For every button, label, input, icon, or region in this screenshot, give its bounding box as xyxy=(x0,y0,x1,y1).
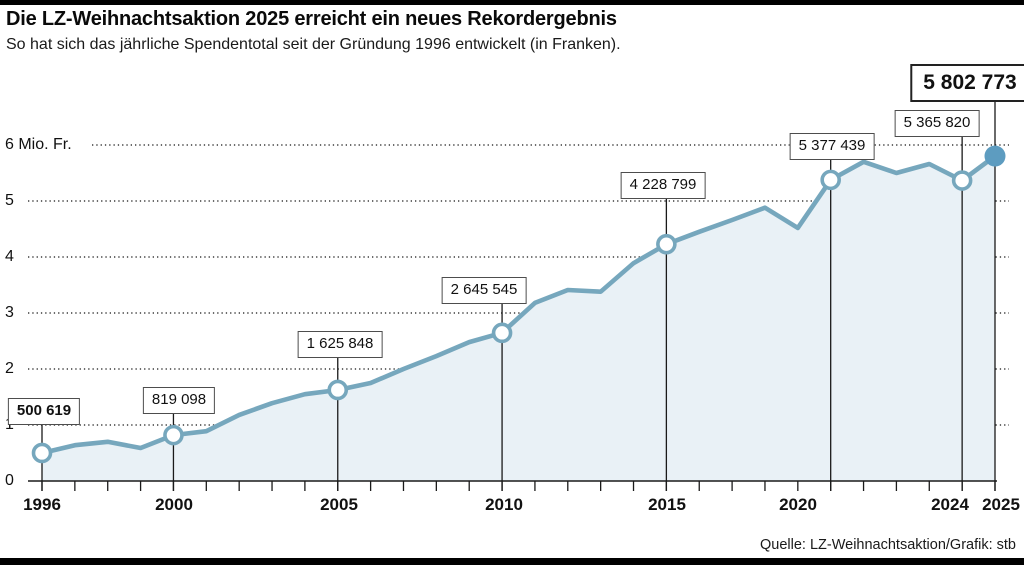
x-axis-label-2025: 2025 xyxy=(982,495,1020,514)
x-axis-label-1996: 1996 xyxy=(23,495,61,514)
callout-2020: 5 377 439 xyxy=(789,133,875,160)
y-axis-label-6mio: 6 Mio. Fr. xyxy=(5,136,72,153)
x-axis-label-2005: 2005 xyxy=(320,495,358,514)
y-axis-label-4: 4 xyxy=(5,248,14,265)
callout-2024: 5 365 820 xyxy=(894,110,980,137)
y-axis-label-5: 5 xyxy=(5,192,14,209)
source-credit: Quelle: LZ-Weihnachtsaktion/Grafik: stb xyxy=(759,537,1016,553)
x-axis-label-2015: 2015 xyxy=(648,495,686,514)
bottom-rule xyxy=(0,558,1024,565)
callout-2000: 819 098 xyxy=(142,387,216,414)
chart-subtitle: So hat sich das jährliche Spendentotal s… xyxy=(6,36,621,53)
x-axis-label-2020: 2020 xyxy=(779,495,817,514)
top-rule xyxy=(0,0,1024,5)
chart-title: Die LZ-Weihnachtsaktion 2025 erreicht ei… xyxy=(6,8,617,30)
callout-2025-record: 5 802 773 xyxy=(910,64,1024,103)
y-axis-label-0: 0 xyxy=(5,472,14,489)
callout-2015: 4 228 799 xyxy=(620,172,706,199)
x-axis-label-2010: 2010 xyxy=(485,495,523,514)
callout-2005: 1 625 848 xyxy=(297,331,383,358)
y-axis-label-3: 3 xyxy=(5,304,14,321)
callout-2010: 2 645 545 xyxy=(441,277,527,304)
y-axis-label-2: 2 xyxy=(5,360,14,377)
y-axis-label-1: 1 xyxy=(5,416,14,433)
callout-1996: 500 619 xyxy=(7,398,81,425)
x-axis-label-2024: 2024 xyxy=(931,495,969,514)
x-axis-label-2000: 2000 xyxy=(155,495,193,514)
